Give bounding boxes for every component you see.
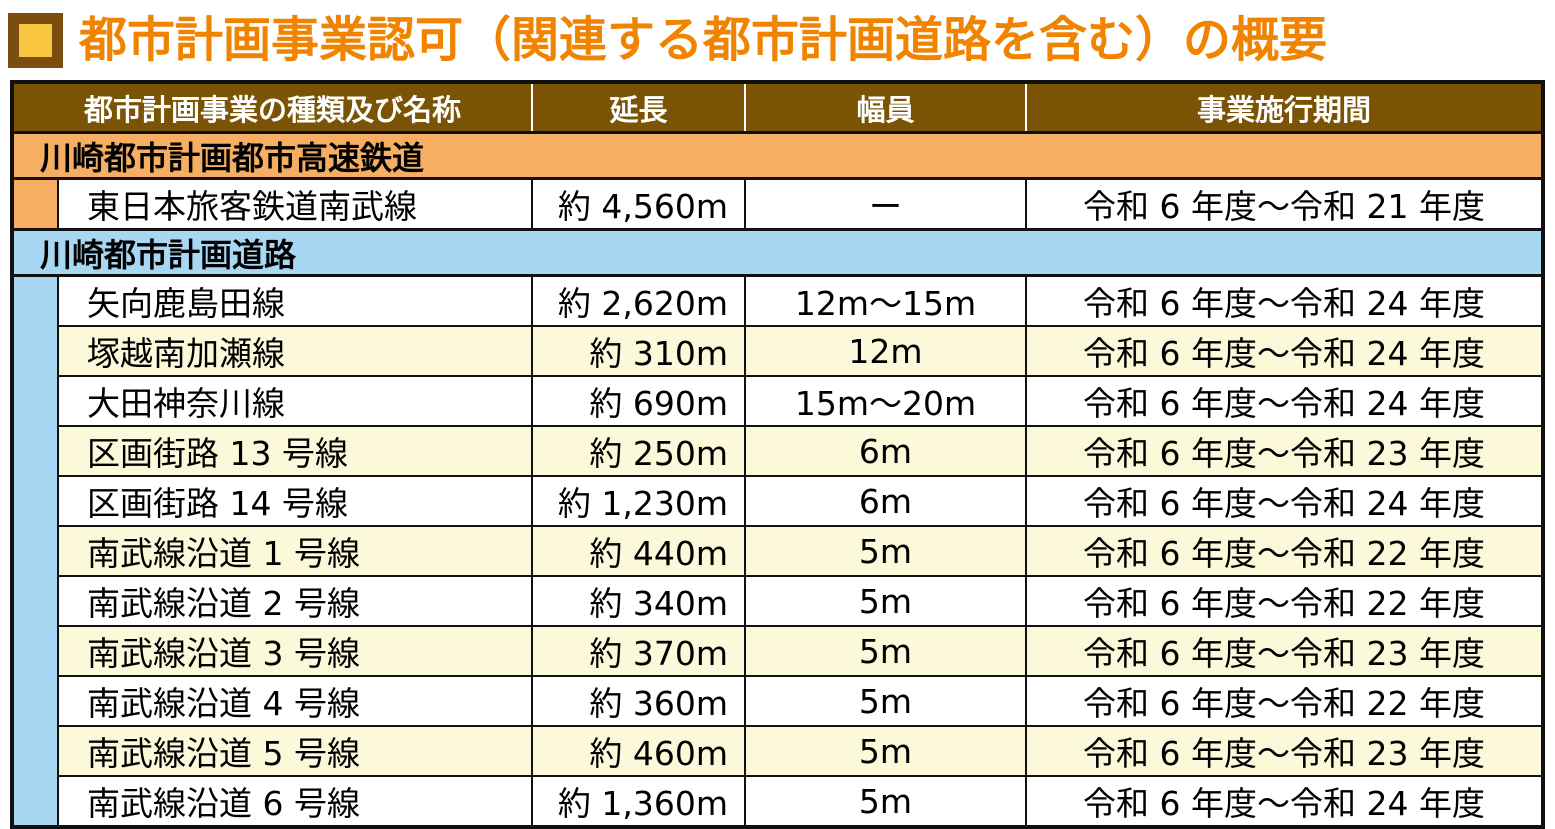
project-name-cell: 南武線沿道 2 号線 [59,577,533,625]
length-cell: 約 2,620m [533,277,746,325]
width-cell: 5m [746,627,1027,675]
width-cell: 5m [746,527,1027,575]
section-rows: 東日本旅客鉄道南武線約 4,560m ー 令和 6 年度～令和 21 年度 [59,180,1541,228]
project-name-cell: 南武線沿道 4 号線 [59,677,533,725]
col-header-type-name: 都市計画事業の種類及び名称 [14,84,533,131]
table-row: 塚越南加瀬線約 310m 12m 令和 6 年度～令和 24 年度 [59,325,1541,375]
width-cell: 5m [746,577,1027,625]
section-header: 川崎都市計画都市高速鉄道 [14,131,1541,180]
table-row: 南武線沿道 4 号線約 360m 5m 令和 6 年度～令和 22 年度 [59,675,1541,725]
title-bullet-icon [8,12,63,68]
width-cell: 5m [746,677,1027,725]
width-cell: 12m～15m [746,277,1027,325]
project-name-cell: 南武線沿道 5 号線 [59,727,533,775]
width-cell: 6m [746,477,1027,525]
table-header-row: 都市計画事業の種類及び名称 延長 幅員 事業施行期間 [14,84,1541,131]
length-cell: 約 460m [533,727,746,775]
length-cell: 約 690m [533,377,746,425]
length-cell: 約 4,560m [533,180,746,228]
period-cell: 令和 6 年度～令和 21 年度 [1083,187,1485,226]
section-header: 川崎都市計画道路 [14,228,1541,277]
width-cell: 15m～20m [746,377,1027,425]
table-body: 川崎都市計画都市高速鉄道 東日本旅客鉄道南武線約 4,560m ー令和 6 年度～令… [14,131,1541,825]
period-cell: 令和 6 年度～令和 24 年度 [1083,484,1485,523]
period-cell: 令和 6 年度～令和 24 年度 [1083,334,1485,373]
section-indent-strip [14,277,59,825]
period-cell: 令和 6 年度～令和 22 年度 [1083,584,1485,623]
period-cell: 令和 6 年度～令和 23 年度 [1083,734,1485,773]
project-name-cell: 大田神奈川線 [59,377,533,425]
width-cell: 5m [746,727,1027,775]
period-cell: 令和 6 年度～令和 22 年度 [1083,534,1485,573]
table-row: 南武線沿道 6 号線約 1,360m 5m 令和 6 年度～令和 24 年度 [59,775,1541,825]
period-cell: 令和 6 年度～令和 22 年度 [1083,684,1485,723]
table-row: 南武線沿道 1 号線約 440m 5m 令和 6 年度～令和 22 年度 [59,525,1541,575]
table-row: 東日本旅客鉄道南武線約 4,560m ー 令和 6 年度～令和 21 年度 [59,180,1541,228]
project-name-cell: 塚越南加瀬線 [59,327,533,375]
period-cell: 令和 6 年度～令和 24 年度 [1083,384,1485,423]
section-rows: 矢向鹿島田線約 2,620m 12m～15m 令和 6 年度～令和 24 年度 塚越南… [59,277,1541,825]
page-title: 都市計画事業認可（関連する都市計画道路を含む）の概要 [79,11,1328,68]
length-cell: 約 250m [533,427,746,475]
period-cell: 令和 6 年度～令和 23 年度 [1083,434,1485,473]
table-row: 大田神奈川線約 690m 15m～20m 令和 6 年度～令和 24 年度 [59,375,1541,425]
length-cell: 約 340m [533,577,746,625]
projects-table: 都市計画事業の種類及び名称 延長 幅員 事業施行期間 川崎都市計画都市高速鉄道東… [10,80,1545,829]
section-body: 東日本旅客鉄道南武線約 4,560m ー 令和 6 年度～令和 21 年度 [14,180,1541,228]
period-cell: 令和 6 年度～令和 24 年度 [1083,284,1485,323]
period-cell: 令和 6 年度～令和 24 年度 [1083,784,1485,823]
project-name-cell: 南武線沿道 3 号線 [59,627,533,675]
table-row: 南武線沿道 2 号線約 340m 5m 令和 6 年度～令和 22 年度 [59,575,1541,625]
table-row: 区画街路 13 号線約 250m 6m 令和 6 年度～令和 23 年度 [59,425,1541,475]
table-row: 南武線沿道 5 号線約 460m 5m 令和 6 年度～令和 23 年度 [59,725,1541,775]
project-name-cell: 矢向鹿島田線 [59,277,533,325]
length-cell: 約 310m [533,327,746,375]
length-cell: 約 370m [533,627,746,675]
project-name-cell: 区画街路 13 号線 [59,427,533,475]
section-indent-strip [14,180,59,228]
width-cell: 12m [746,327,1027,375]
table-row: 矢向鹿島田線約 2,620m 12m～15m 令和 6 年度～令和 24 年度 [59,277,1541,325]
col-header-length: 延長 [533,84,746,131]
project-name-cell: 南武線沿道 1 号線 [59,527,533,575]
length-cell: 約 440m [533,527,746,575]
col-header-period: 事業施行期間 [1196,92,1371,127]
title-bar: 都市計画事業認可（関連する都市計画道路を含む）の概要 [0,0,1555,78]
col-header-width: 幅員 [746,84,1027,131]
period-cell: 令和 6 年度～令和 23 年度 [1083,634,1485,673]
project-name-cell: 南武線沿道 6 号線 [59,777,533,825]
length-cell: 約 1,230m [533,477,746,525]
section-body: 矢向鹿島田線約 2,620m 12m～15m 令和 6 年度～令和 24 年度 塚越南… [14,277,1541,825]
length-cell: 約 360m [533,677,746,725]
table-row: 区画街路 14 号線約 1,230m 6m 令和 6 年度～令和 24 年度 [59,475,1541,525]
width-cell: 5m [746,777,1027,825]
width-cell: ー [746,180,1027,228]
table-row: 南武線沿道 3 号線約 370m 5m 令和 6 年度～令和 23 年度 [59,625,1541,675]
length-cell: 約 1,360m [533,777,746,825]
project-name-cell: 区画街路 14 号線 [59,477,533,525]
project-name-cell: 東日本旅客鉄道南武線 [59,180,533,228]
width-cell: 6m [746,427,1027,475]
